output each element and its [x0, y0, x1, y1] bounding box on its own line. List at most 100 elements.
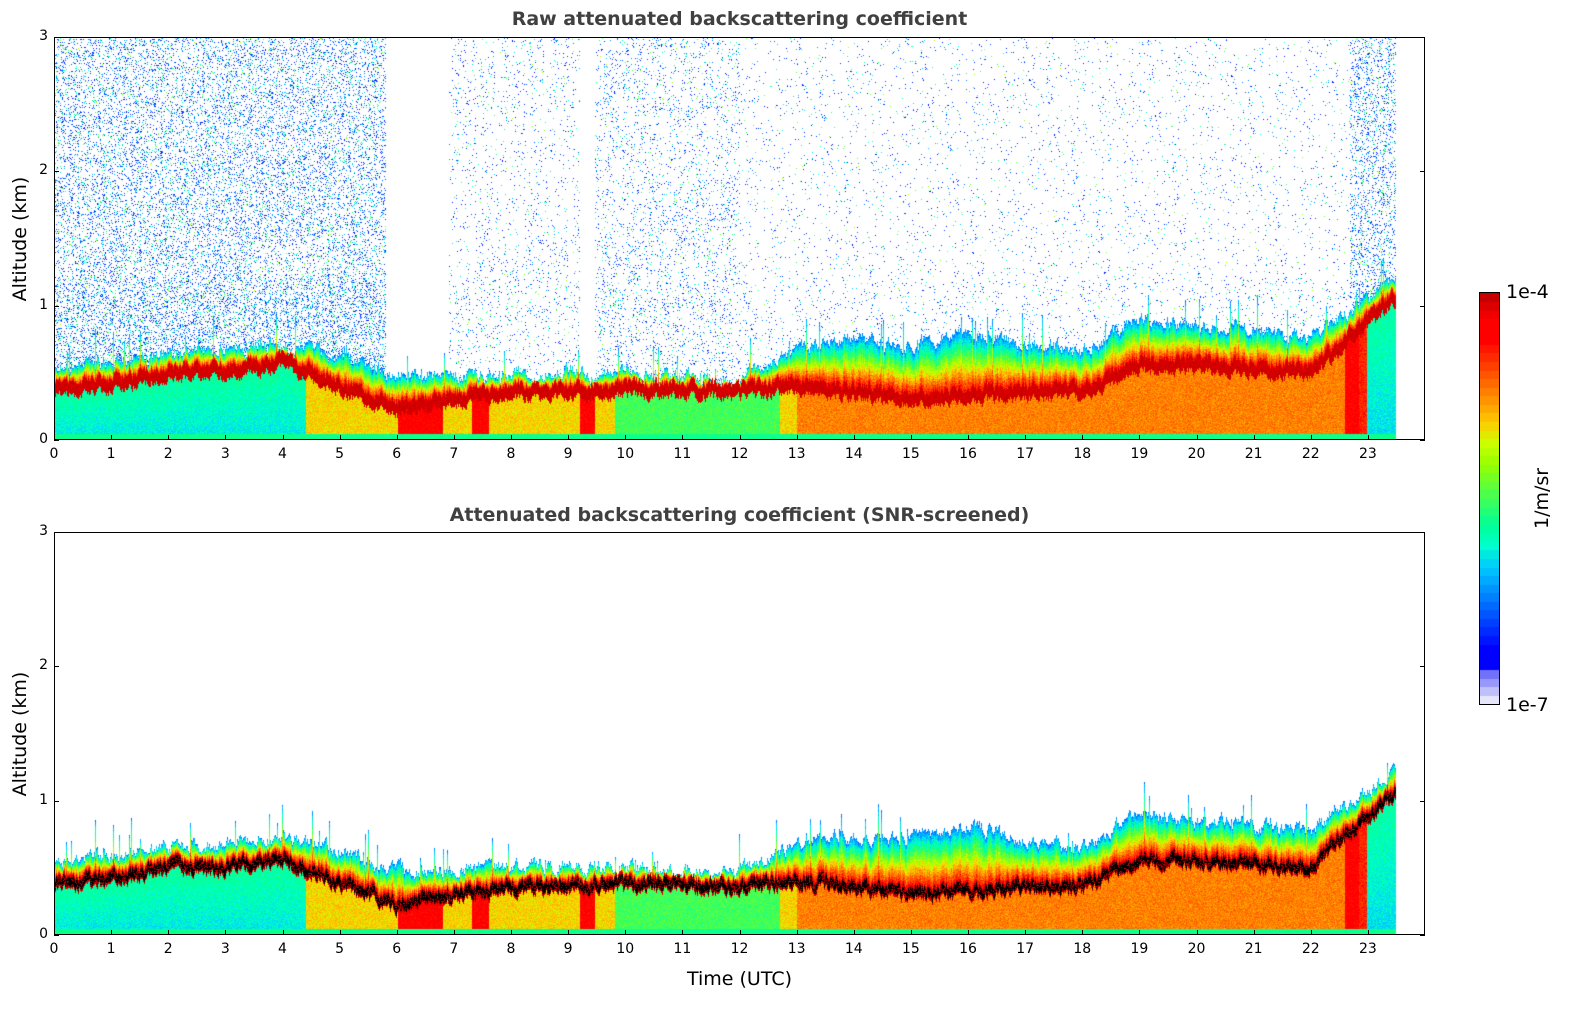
screened-backscatter-heatmap — [54, 532, 1425, 935]
x-tick-label: 5 — [335, 941, 345, 957]
x-tick-label: 22 — [1301, 941, 1320, 957]
y-tick-mark-right — [1420, 800, 1425, 802]
x-tick-label: 22 — [1301, 446, 1320, 462]
x-tick-label: 12 — [730, 941, 749, 957]
x-tick-mark — [625, 435, 627, 440]
x-tick-label: 15 — [901, 941, 920, 957]
x-tick-label: 2 — [163, 446, 173, 462]
x-tick-mark — [111, 435, 113, 440]
x-tick-mark — [796, 435, 798, 440]
x-tick-mark — [111, 930, 113, 935]
x-tick-label: 19 — [1130, 941, 1149, 957]
y-tick-mark — [54, 666, 59, 668]
x-tick-mark — [54, 930, 55, 935]
x-tick-label: 2 — [163, 941, 173, 957]
x-tick-mark — [1196, 930, 1198, 935]
x-tick-mark — [1139, 930, 1141, 935]
x-tick-mark — [910, 435, 912, 440]
x-tick-label: 8 — [506, 941, 516, 957]
y-tick-label: 3 — [39, 523, 48, 539]
x-tick-label: 15 — [901, 446, 920, 462]
x-tick-label: 21 — [1244, 446, 1263, 462]
x-tick-label: 0 — [49, 941, 59, 957]
x-tick-label: 16 — [959, 941, 977, 957]
y-tick-mark — [54, 800, 59, 802]
x-tick-mark — [1025, 435, 1027, 440]
x-tick-label: 13 — [787, 446, 806, 462]
y-tick-mark — [54, 171, 59, 173]
x-tick-mark — [1082, 930, 1084, 935]
x-tick-mark — [910, 930, 912, 935]
x-tick-mark — [1082, 435, 1084, 440]
x-tick-label: 1 — [106, 446, 116, 462]
colorbar-min-label: 1e-7 — [1506, 694, 1549, 716]
x-tick-mark — [853, 435, 855, 440]
y-tick-label: 3 — [39, 28, 48, 44]
y-tick-label: 0 — [39, 926, 48, 942]
y-tick-label: 2 — [39, 657, 48, 674]
x-tick-label: 6 — [392, 446, 402, 462]
y-tick-mark-right — [1420, 935, 1425, 936]
x-tick-mark — [1025, 930, 1027, 935]
bottom-y-axis-label: Altitude (km) — [9, 671, 31, 797]
x-tick-mark — [225, 435, 227, 440]
x-tick-mark — [511, 930, 512, 935]
y-tick-label: 1 — [39, 296, 48, 313]
x-tick-mark — [282, 930, 284, 935]
x-tick-label: 1 — [106, 941, 116, 957]
x-tick-label: 17 — [1016, 446, 1035, 462]
x-tick-label: 6 — [392, 941, 402, 957]
x-tick-mark — [568, 435, 570, 440]
x-axis-label: Time (UTC) — [686, 968, 793, 990]
x-tick-mark — [1310, 930, 1312, 935]
x-tick-label: 0 — [49, 446, 59, 462]
x-tick-mark — [282, 435, 284, 440]
y-tick-mark — [54, 440, 59, 441]
top-y-axis-label: Altitude (km) — [9, 176, 31, 302]
x-tick-label: 7 — [449, 446, 459, 462]
x-tick-label: 9 — [563, 446, 573, 462]
x-tick-mark — [54, 435, 55, 440]
x-tick-label: 3 — [220, 446, 230, 462]
colorbar — [1479, 292, 1500, 705]
x-tick-label: 8 — [506, 446, 516, 462]
y-tick-label: 1 — [39, 791, 48, 808]
raw-backscatter-heatmap — [54, 37, 1425, 440]
x-tick-mark — [511, 435, 512, 440]
x-tick-mark — [225, 930, 227, 935]
y-tick-mark — [54, 37, 59, 38]
x-tick-mark — [739, 435, 741, 440]
x-tick-mark — [1367, 435, 1369, 440]
y-tick-mark-right — [1420, 666, 1425, 668]
x-tick-mark — [853, 930, 855, 935]
x-tick-label: 23 — [1358, 446, 1377, 462]
x-tick-mark — [968, 435, 969, 440]
x-tick-label: 10 — [616, 446, 635, 462]
y-tick-mark-right — [1420, 171, 1425, 173]
x-tick-label: 13 — [787, 941, 806, 957]
x-tick-mark — [1139, 435, 1141, 440]
top-panel-title: Raw attenuated backscattering coefficien… — [511, 8, 968, 30]
x-tick-label: 7 — [449, 941, 459, 957]
x-tick-label: 11 — [673, 446, 692, 462]
y-tick-mark-right — [1420, 37, 1425, 38]
x-tick-mark — [339, 435, 341, 440]
x-tick-label: 20 — [1187, 941, 1206, 957]
colorbar-max-label: 1e-4 — [1506, 281, 1549, 303]
x-tick-mark — [1367, 930, 1369, 935]
y-tick-mark — [54, 532, 59, 533]
x-tick-mark — [682, 435, 684, 440]
x-tick-mark — [796, 930, 798, 935]
y-tick-mark-right — [1420, 305, 1425, 307]
x-tick-label: 20 — [1187, 446, 1206, 462]
y-tick-mark-right — [1420, 532, 1425, 533]
x-tick-mark — [168, 930, 170, 935]
x-tick-mark — [1310, 435, 1312, 440]
x-tick-mark — [396, 435, 398, 440]
x-tick-label: 18 — [1073, 941, 1092, 957]
x-tick-label: 23 — [1358, 941, 1377, 957]
y-tick-mark — [54, 305, 59, 307]
x-tick-label: 3 — [220, 941, 230, 957]
x-tick-mark — [168, 435, 170, 440]
x-tick-label: 9 — [563, 941, 573, 957]
